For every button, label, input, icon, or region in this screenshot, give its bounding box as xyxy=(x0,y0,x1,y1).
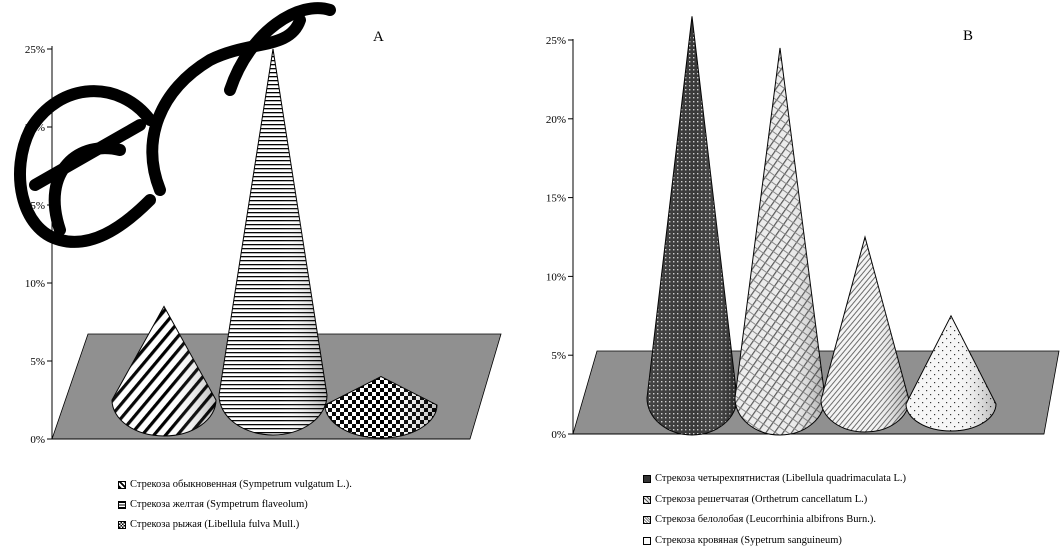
legend-item: Стрекоза рыжая (Libellula fulva Mull.) xyxy=(118,515,352,535)
cone-shading xyxy=(647,16,737,436)
y-tick-label: 10% xyxy=(25,278,45,290)
chart-title-a: A xyxy=(373,29,384,45)
cone-bar xyxy=(820,235,910,433)
cone-bar xyxy=(646,16,738,436)
cone-shading xyxy=(906,315,996,431)
y-tick-label: 20% xyxy=(546,114,566,126)
legend-item: Стрекоза кровяная (Sypetrum sanguineum) xyxy=(643,531,906,551)
cone-bar xyxy=(905,314,997,432)
watermark xyxy=(14,2,336,248)
cone-bar xyxy=(218,48,328,436)
cone-bar xyxy=(324,376,438,439)
y-tick-label: 5% xyxy=(30,356,45,368)
y-tick-label: 10% xyxy=(546,271,566,283)
legend-label: Стрекоза желтая (Sympetrum flaveolum) xyxy=(130,499,308,510)
y-tick-label: 0% xyxy=(551,429,566,441)
pattern-swatch-icon xyxy=(643,475,651,484)
legend-item: Стрекоза обыкновенная (Sympetrum vulgatu… xyxy=(118,475,352,495)
chart-title-b: B xyxy=(963,28,973,44)
legend-item: Стрекоза решетчатая (Orthetrum cancellat… xyxy=(643,490,906,511)
pattern-swatch-icon xyxy=(643,516,651,525)
y-tick-label: 0% xyxy=(30,434,45,446)
legend-a: Стрекоза обыкновенная (Sympetrum vulgatu… xyxy=(118,475,352,535)
pattern-swatch-icon xyxy=(118,501,126,509)
pattern-swatch-icon xyxy=(643,495,651,504)
pattern-swatch-icon xyxy=(118,521,126,529)
cone-bar xyxy=(734,47,826,436)
legend-label: Стрекоза белолобая (Leucorrhinia albifro… xyxy=(655,514,876,525)
y-tick-label: 25% xyxy=(25,44,45,56)
y-tick-label: 25% xyxy=(546,35,566,47)
legend-b: Стрекоза четырехпятнистая (Libellula qua… xyxy=(643,469,906,551)
legend-item: Стрекоза желтая (Sympetrum flaveolum) xyxy=(118,495,352,515)
cones-b xyxy=(646,16,997,436)
cone-shading xyxy=(821,237,909,432)
legend-label: Стрекоза рыжая (Libellula fulva Mull.) xyxy=(130,519,300,530)
cone-shading xyxy=(735,47,825,435)
legend-item: Стрекоза белолобая (Leucorrhinia albifro… xyxy=(643,510,906,531)
pattern-swatch-icon xyxy=(643,536,651,545)
legend-label: Стрекоза обыкновенная (Sympetrum vulgatu… xyxy=(130,479,352,490)
pattern-swatch-icon xyxy=(118,481,126,489)
y-ticks-b: 0% 5% 10% 15% 20% 25% xyxy=(546,35,573,441)
chart-panel-b: 0% 5% 10% 15% 20% 25% B xyxy=(546,16,1060,441)
legend-label: Стрекоза четырехпятнистая (Libellula qua… xyxy=(655,473,907,484)
cone-shading xyxy=(325,376,437,438)
y-tick-label: 5% xyxy=(551,350,566,362)
legend-label: Стрекоза решетчатая (Orthetrum cancellat… xyxy=(655,493,868,505)
cone-shading xyxy=(112,306,216,436)
cone-bar xyxy=(111,305,217,437)
legend-label: Стрекоза кровяная (Sypetrum sanguineum) xyxy=(655,534,842,546)
chart-panel-a: 0%5%10%15%20%25% A xyxy=(25,29,502,446)
legend-item: Стрекоза четырехпятнистая (Libellula qua… xyxy=(643,469,906,490)
cone-shading xyxy=(219,49,327,435)
cones-a xyxy=(111,48,438,439)
y-tick-label: 15% xyxy=(546,193,566,205)
